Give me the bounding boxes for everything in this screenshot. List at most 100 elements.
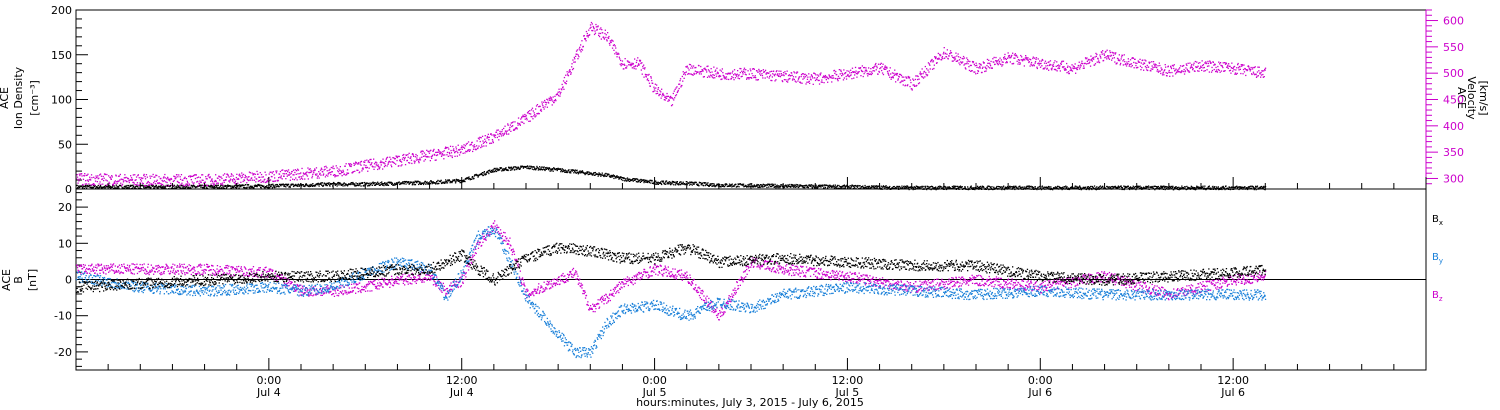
velocity-point — [791, 74, 793, 76]
density-point — [229, 185, 232, 187]
velocity-point — [220, 176, 222, 178]
density-point — [1024, 186, 1026, 188]
velocity-point — [1033, 65, 1035, 67]
density-point — [603, 175, 605, 178]
velocity-point — [83, 175, 85, 177]
density-point — [418, 182, 421, 184]
density-point — [802, 185, 804, 187]
density-point — [214, 187, 216, 189]
density-point — [875, 185, 877, 187]
density-point — [564, 171, 566, 173]
density-point — [614, 176, 616, 178]
velocity-point — [175, 176, 177, 178]
density-point — [398, 182, 400, 184]
density-point — [156, 187, 158, 189]
density-point — [902, 187, 904, 189]
density-point — [1120, 185, 1122, 187]
velocity-point — [135, 179, 137, 181]
density-point — [1152, 186, 1154, 188]
velocity-point — [911, 89, 913, 91]
density-point — [604, 175, 606, 177]
velocity-point — [420, 150, 422, 152]
velocity-point — [487, 136, 489, 139]
velocity-point — [418, 159, 421, 161]
velocity-point — [1050, 64, 1052, 66]
density-point — [999, 186, 1002, 188]
velocity-point — [931, 68, 934, 70]
velocity-point — [802, 73, 804, 75]
velocity-point — [101, 178, 103, 180]
velocity-point — [180, 174, 183, 176]
velocity-point — [399, 160, 401, 162]
velocity-point — [676, 91, 678, 94]
density-point — [257, 184, 260, 186]
velocity-point — [507, 123, 509, 125]
velocity-point — [1089, 59, 1091, 61]
density-point — [1041, 186, 1043, 188]
velocity-point — [816, 76, 818, 79]
velocity-point — [908, 76, 911, 78]
velocity-point — [139, 182, 141, 184]
velocity-point — [323, 169, 325, 171]
velocity-point — [288, 171, 291, 174]
velocity-point — [256, 178, 258, 180]
velocity-point — [292, 169, 295, 171]
density-point — [1256, 185, 1259, 187]
velocity-point — [90, 179, 92, 181]
density-point — [675, 181, 678, 183]
velocity-point — [353, 164, 355, 166]
velocity-point — [575, 55, 577, 57]
density-point — [1102, 185, 1104, 187]
velocity-point — [965, 68, 967, 70]
density-point — [446, 182, 449, 184]
density-point — [1231, 186, 1233, 188]
density-point — [264, 187, 266, 189]
density-point — [758, 186, 760, 188]
density-point — [1058, 185, 1060, 188]
density-point — [493, 169, 495, 171]
density-point — [564, 169, 566, 171]
density-point — [1201, 186, 1204, 188]
density-point — [575, 172, 578, 174]
velocity-point — [184, 177, 186, 179]
density-point — [1079, 187, 1082, 189]
velocity-point — [1005, 62, 1007, 64]
density-point — [183, 187, 185, 189]
velocity-point — [924, 65, 926, 68]
velocity-point — [168, 185, 170, 187]
velocity-point — [163, 180, 165, 182]
velocity-point — [433, 148, 435, 151]
density-point — [762, 186, 764, 188]
velocity-point — [363, 161, 365, 163]
density-point — [285, 183, 287, 185]
density-point — [822, 184, 824, 186]
velocity-point — [565, 83, 567, 85]
velocity-point — [373, 163, 376, 165]
density-point — [1079, 185, 1081, 187]
velocity-point — [499, 132, 502, 134]
velocity-point — [517, 117, 520, 119]
density-point — [618, 178, 620, 180]
velocity-point — [786, 80, 788, 83]
density-point — [669, 181, 671, 183]
velocity-point — [577, 54, 579, 56]
velocity-point — [1042, 59, 1044, 61]
velocity-point — [508, 129, 510, 131]
velocity-point — [644, 67, 646, 69]
density-point — [936, 187, 939, 189]
velocity-point — [581, 49, 584, 51]
density-point — [167, 185, 169, 187]
velocity-point — [571, 68, 574, 71]
velocity-point — [705, 69, 707, 71]
density-point — [577, 171, 579, 173]
density-point — [212, 186, 215, 188]
density-point — [380, 182, 382, 184]
density-point — [712, 185, 714, 187]
velocity-point — [950, 52, 953, 54]
velocity-point — [430, 156, 432, 158]
velocity-point — [259, 176, 261, 178]
density-point — [789, 183, 791, 186]
velocity-point — [622, 64, 624, 66]
velocity-point — [572, 67, 575, 70]
density-point — [674, 184, 677, 186]
